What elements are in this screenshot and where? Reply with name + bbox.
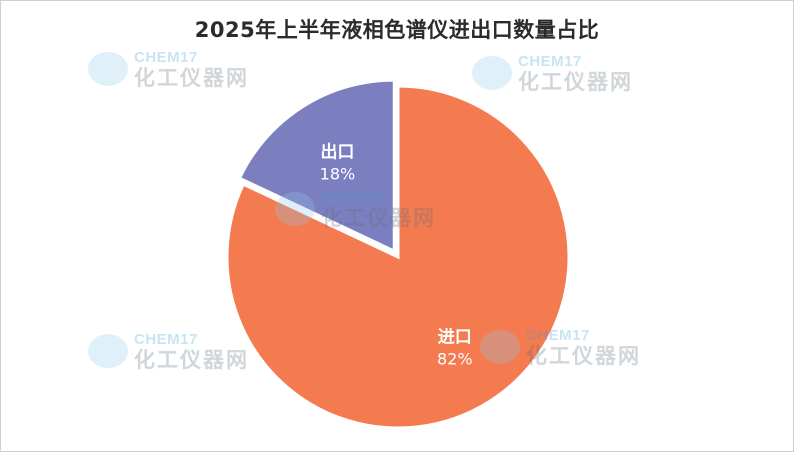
pie-slice-0 [237,78,396,254]
pie-slice-1 [225,84,571,430]
slice-value-label: 18% [320,165,356,184]
chart-title: 2025年上半年液相色谱仪进出口数量占比 [194,18,600,42]
slice-value-label: 82% [437,350,473,369]
slice-label: 进口 [438,328,472,348]
slice-label: 出口 [320,142,354,163]
